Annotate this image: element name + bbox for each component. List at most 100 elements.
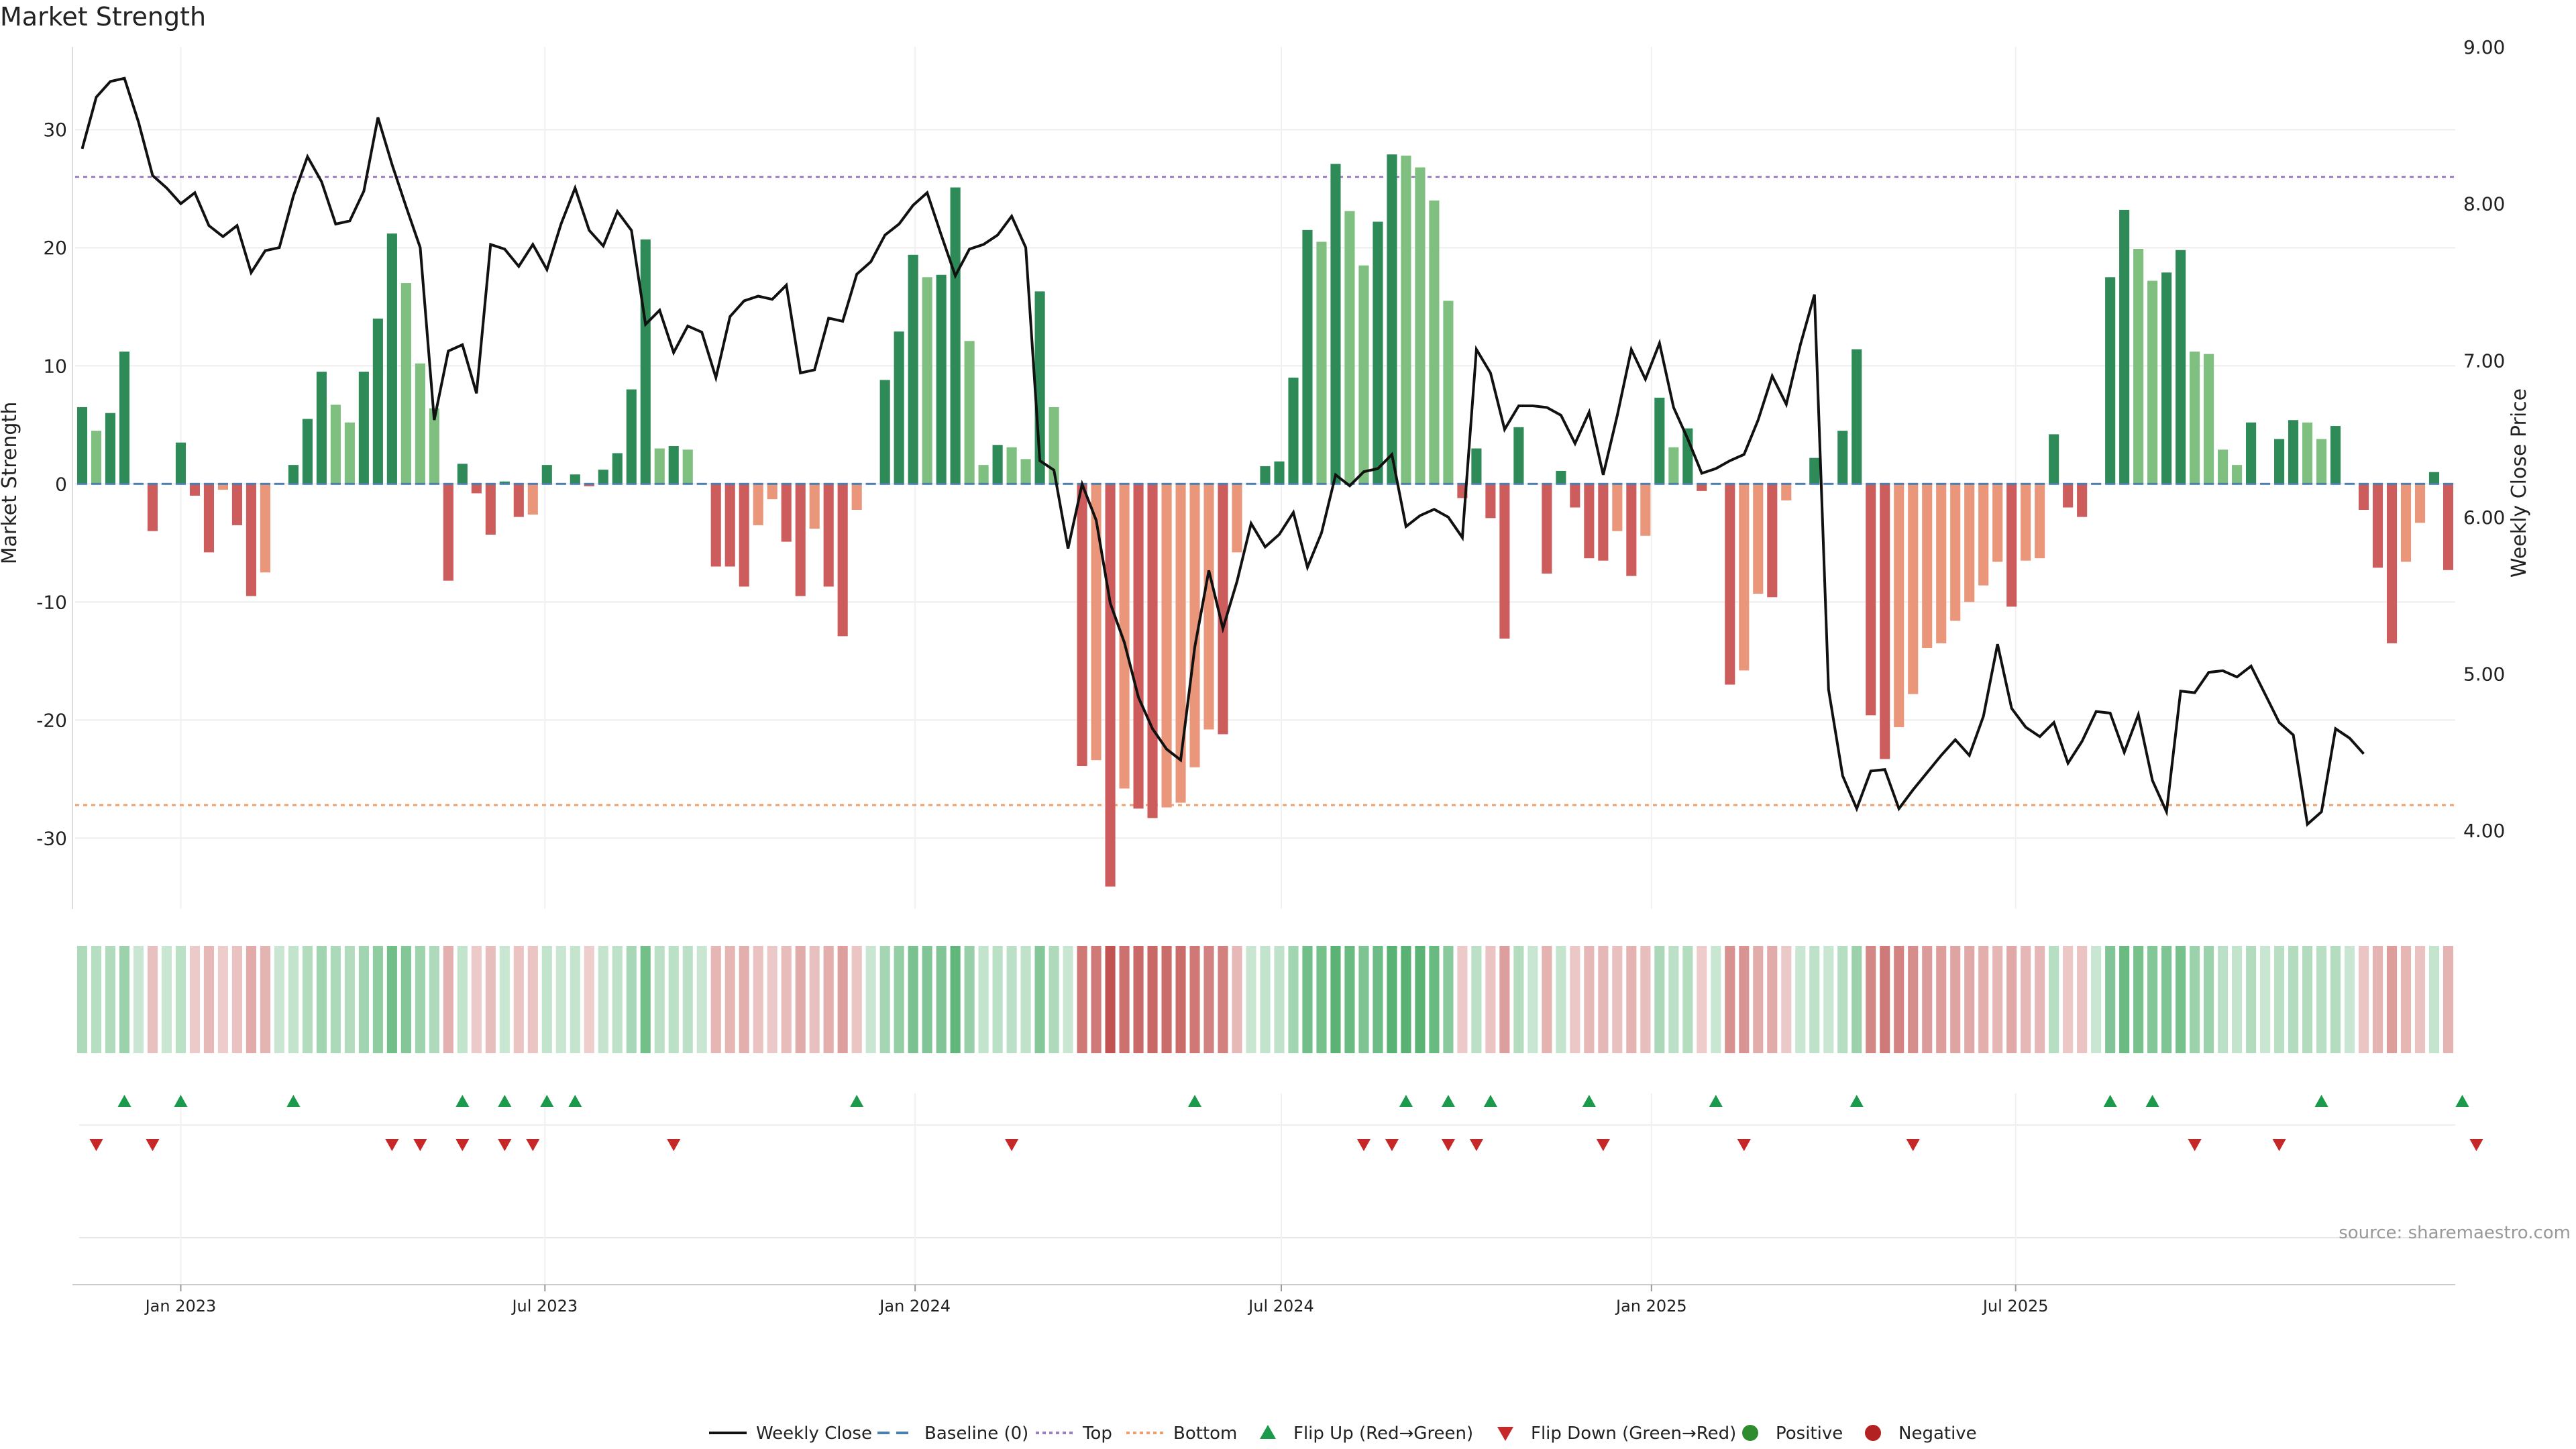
strength-bar [2190,352,2200,484]
strength-bar [809,484,820,529]
flip-down-marker [1356,1139,1371,1151]
strength-bar [2021,484,2031,561]
heat-cell [1147,946,1158,1053]
heat-cell [908,946,918,1053]
strength-bar [471,484,482,494]
flip-markers-panel [79,1093,2483,1285]
heat-cell [457,946,468,1053]
strength-bar [1288,377,1299,484]
strength-bar [429,408,439,484]
strength-bar [1415,167,1426,484]
heat-cell [2063,946,2074,1053]
strength-bar [1654,397,1665,484]
heat-cell [1795,946,1806,1053]
heat-cell [1218,946,1228,1053]
heat-cell [1499,946,1510,1053]
heat-cell [119,946,130,1053]
strength-bar [1894,484,1904,727]
heat-cell [598,946,608,1053]
heat-cell [612,946,623,1053]
heat-cell [739,946,749,1053]
legend-item: Negative [1865,1424,1977,1444]
flip-up-marker [2103,1095,2117,1107]
heat-cell [246,946,256,1053]
strength-bar [443,484,453,581]
strength-bar [1330,164,1341,484]
strength-bar [795,484,806,596]
strength-bar [1387,154,1397,484]
strength-bar [710,484,721,567]
strength-bar [1570,484,1580,508]
heat-cell [231,946,242,1053]
heat-cell [316,946,327,1053]
strength-bar [1964,484,1975,602]
heat-cell [2218,946,2229,1053]
right-tick-label: 9.00 [2463,36,2505,58]
flip-up-marker [850,1095,864,1107]
right-tick-label: 6.00 [2463,506,2505,529]
flip-up-marker [455,1095,470,1107]
heat-cell [2035,946,2045,1053]
strength-bar [2204,354,2214,484]
legend-item: Positive [1742,1424,1843,1444]
heat-cell [1640,946,1651,1053]
x-tick-label: Jul 2024 [1247,1297,1314,1316]
strength-bar [358,372,369,484]
strength-bar [682,449,693,484]
heat-cell [2288,946,2299,1053]
strength-bar [1499,484,1510,639]
strength-bar [2049,434,2059,484]
left-tick-label: -10 [36,591,67,613]
legend-flip-up-icon [1260,1425,1276,1439]
flip-up-marker [1582,1095,1596,1107]
heat-cell [753,946,763,1053]
strength-bar [1133,484,1144,809]
heat-cell [1429,946,1440,1053]
heat-cell [302,946,313,1053]
weekly-close-line [80,76,2365,827]
strength-bar [105,413,116,484]
flip-up-marker [1399,1095,1413,1107]
strength-bar [1697,484,1707,491]
strength-bar [964,341,975,484]
strength-bar [1781,484,1792,500]
heat-cell [2344,946,2355,1053]
strength-bar [978,465,989,484]
heat-cell [274,946,284,1053]
strength-bar [2119,209,2130,484]
heat-cell [2190,946,2200,1053]
strength-bar [908,254,918,484]
heat-cell [724,946,735,1053]
heat-cell [415,946,425,1053]
heat-cell [1401,946,1411,1053]
legend-label: Positive [1776,1424,1843,1444]
strength-bar [527,484,538,515]
heat-cell [1612,946,1623,1053]
strength-bar [1485,484,1496,519]
heat-cell [1809,946,1820,1053]
strength-bar [91,431,102,484]
strength-bar [1373,221,1383,484]
strength-bar [739,484,749,587]
heat-cell [400,946,411,1053]
x-tick-label: Jul 2025 [1982,1297,2049,1316]
heat-cell [696,946,707,1053]
strength-bar [950,187,961,484]
heat-cell [2091,946,2102,1053]
heat-cell [1781,946,1792,1053]
heat-cell [795,946,806,1053]
heat-cell [1570,946,1580,1053]
heat-cell [175,946,186,1053]
heat-cell [936,946,947,1053]
flip-up-marker [1188,1095,1202,1107]
heat-cell [1006,946,1017,1053]
strength-bar [2302,422,2313,484]
heat-cell [1077,946,1087,1053]
x-tick-label: Jan 2025 [1615,1297,1687,1316]
strength-bar [1401,155,1411,484]
strength-bar [288,465,299,484]
heat-cell [781,946,792,1053]
flip-up-marker [568,1095,582,1107]
heat-cell [203,946,215,1053]
strength-bar [837,484,848,637]
